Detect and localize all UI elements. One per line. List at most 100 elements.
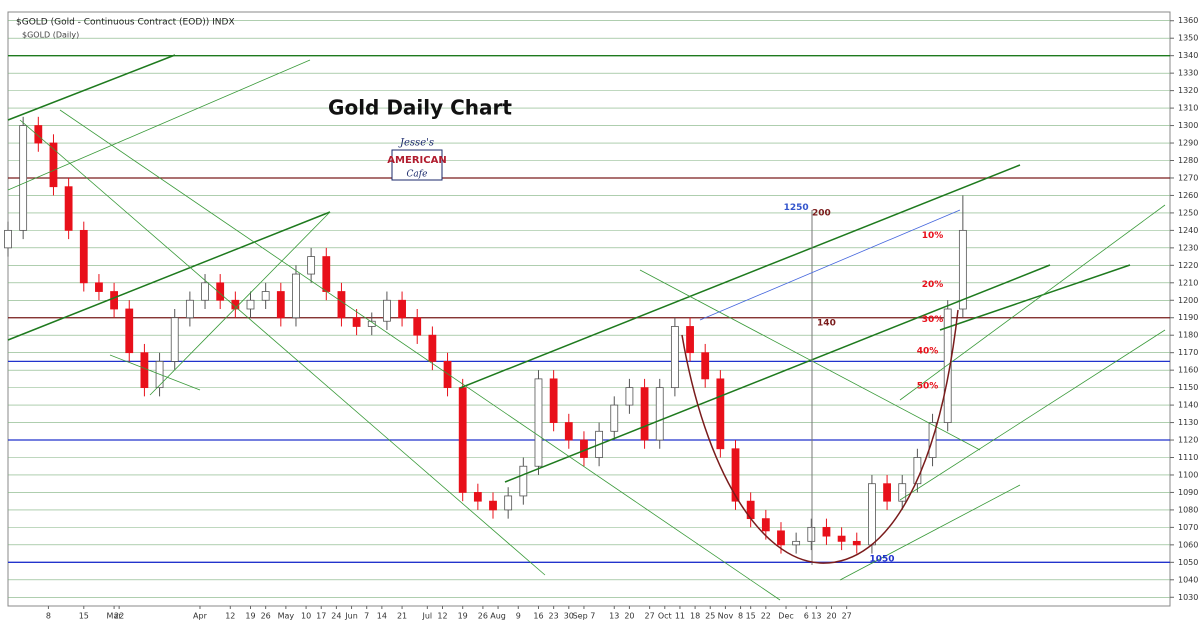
x-tick-label: 30	[564, 612, 574, 621]
annotation: 20%	[922, 280, 944, 290]
x-tick-label: 15	[746, 612, 756, 621]
x-tick-label: 18	[690, 612, 700, 621]
candle-body	[322, 256, 331, 292]
annotation: 200	[812, 208, 831, 218]
candle-body	[64, 186, 73, 231]
candle-body	[852, 540, 861, 546]
y-tick-label: 1230	[1178, 243, 1198, 252]
candle-body	[443, 361, 452, 389]
x-tick-label: 27	[842, 612, 852, 621]
x-tick-label: 27	[645, 612, 655, 621]
x-tick-label: 12	[437, 612, 447, 621]
annotation: 30%	[922, 315, 944, 325]
x-tick-label: 19	[245, 612, 255, 621]
y-tick-label: 1150	[1178, 383, 1198, 392]
candle-body	[337, 291, 346, 319]
x-tick-label: Aug	[490, 612, 506, 621]
candle-body	[276, 291, 285, 319]
trendlines	[7, 54, 1166, 601]
x-tick-label: 21	[397, 612, 407, 621]
x-tick-label: Dec	[778, 612, 793, 621]
candle-body	[731, 448, 740, 502]
candle-body	[655, 387, 664, 441]
y-tick-label: 1140	[1178, 401, 1198, 410]
x-tick-label: 19	[458, 612, 468, 621]
x-tick-label: Nov	[718, 612, 734, 621]
candle-body	[216, 282, 225, 301]
x-tick-label: 24	[331, 612, 341, 621]
candle-body	[125, 308, 134, 354]
chart-title: Gold Daily Chart	[328, 96, 512, 120]
y-tick-label: 1190	[1178, 313, 1198, 322]
candle-body	[640, 387, 649, 441]
annotation: 1250	[784, 203, 809, 213]
y-tick-label: 1300	[1178, 121, 1198, 130]
y-tick-label: 1270	[1178, 173, 1198, 182]
x-tick-label: Mar	[107, 612, 123, 621]
x-tick-label: 20	[826, 612, 836, 621]
candle-body	[837, 535, 846, 542]
candle-body	[716, 378, 725, 450]
y-tick-label: 1160	[1178, 366, 1198, 375]
candle-body	[564, 422, 573, 441]
y-tick-label: 1120	[1178, 436, 1198, 445]
candle-body	[777, 530, 785, 546]
candle-body	[246, 299, 255, 310]
x-tick-label: 26	[261, 612, 271, 621]
x-tick-label: 8	[738, 612, 743, 621]
candle-body	[34, 125, 43, 144]
y-tick-label: 1220	[1178, 261, 1198, 270]
logo-line1: Jesse's	[398, 138, 434, 149]
logo: Jesse's AMERICAN Cafe	[387, 138, 447, 181]
x-tick-label: 6	[804, 612, 809, 621]
y-tick-label: 1240	[1178, 226, 1198, 235]
x-tick-label: 13	[609, 612, 619, 621]
candle-body	[883, 483, 891, 502]
candle-body	[95, 282, 103, 292]
candle-body	[958, 229, 967, 310]
candle-body	[292, 273, 300, 319]
candle-body	[307, 256, 316, 275]
annotation: 10%	[922, 231, 944, 241]
candle-body	[670, 326, 679, 389]
x-tick-label: Jul	[422, 612, 433, 621]
candle-body	[185, 299, 194, 319]
candle-body	[49, 142, 58, 188]
candle-body	[580, 439, 588, 458]
x-tick-label: Oct	[658, 612, 672, 621]
plot-frame	[7, 11, 1171, 607]
candle-body	[110, 291, 118, 310]
x-tick-label: 10	[301, 612, 311, 621]
candle-body	[625, 387, 634, 406]
y-tick-label: 1040	[1178, 575, 1198, 584]
candle-body	[943, 308, 952, 423]
period: $GOLD (Daily)	[22, 31, 79, 40]
annotation: 50%	[917, 381, 939, 391]
candle-body	[170, 317, 179, 362]
y-tick-label: 1180	[1178, 331, 1198, 340]
y-tick-label: 1070	[1178, 523, 1198, 532]
x-tick-label: Jun	[344, 612, 358, 621]
y-tick-label: 1200	[1178, 296, 1198, 305]
y-tick-label: 1060	[1178, 540, 1198, 549]
x-tick-label: 20	[624, 612, 634, 621]
x-tick-label: May	[278, 612, 295, 621]
candle-body	[4, 229, 12, 249]
candle-body	[140, 352, 149, 389]
candle-body	[519, 465, 528, 497]
candle-body	[610, 404, 619, 432]
candle-body	[19, 125, 28, 231]
cup-curve	[681, 309, 959, 564]
candle-body	[761, 518, 770, 532]
x-tick-label: 13	[811, 612, 821, 621]
x-tick-label: 25	[705, 612, 715, 621]
candle-body	[504, 495, 513, 511]
blue-trendline	[699, 209, 961, 321]
x-tick-label: 7	[364, 612, 369, 621]
y-tick-label: 1030	[1178, 593, 1198, 602]
y-tick-label: 1280	[1178, 156, 1198, 165]
candle-body	[534, 378, 543, 467]
x-tick-label: 12	[225, 612, 235, 621]
y-tick-label: 1170	[1178, 348, 1198, 357]
x-tick-label: Apr	[193, 612, 208, 621]
